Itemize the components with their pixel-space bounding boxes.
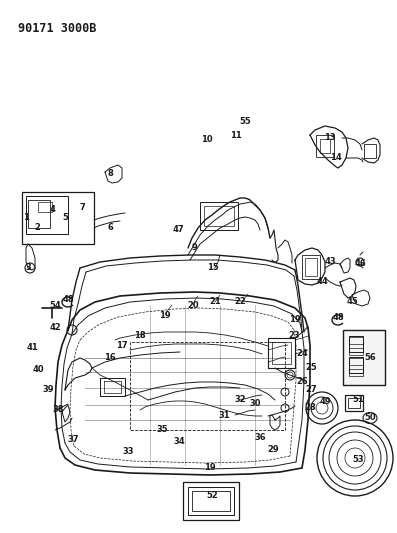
Text: 6: 6 bbox=[107, 223, 113, 232]
Bar bbox=[343, 330, 385, 385]
Text: 27: 27 bbox=[305, 385, 317, 394]
Text: 48: 48 bbox=[332, 313, 344, 322]
Text: 36: 36 bbox=[254, 433, 266, 442]
Text: 51: 51 bbox=[352, 395, 364, 405]
Text: 37: 37 bbox=[67, 435, 79, 445]
Text: 40: 40 bbox=[32, 366, 44, 375]
Bar bbox=[345, 395, 363, 411]
Bar bbox=[22, 192, 94, 244]
Text: 29: 29 bbox=[267, 446, 279, 455]
Bar bbox=[305, 258, 317, 276]
Bar bbox=[320, 139, 330, 153]
Text: 49: 49 bbox=[319, 398, 331, 407]
Text: 33: 33 bbox=[122, 448, 134, 456]
Text: 13: 13 bbox=[324, 133, 336, 142]
Text: 35: 35 bbox=[156, 425, 168, 434]
Text: 39: 39 bbox=[42, 385, 54, 394]
Text: 19: 19 bbox=[289, 316, 301, 325]
Text: 4: 4 bbox=[49, 206, 55, 214]
Bar bbox=[349, 358, 363, 365]
Bar bbox=[349, 336, 363, 352]
Text: 5: 5 bbox=[62, 214, 68, 222]
Text: 10: 10 bbox=[201, 135, 213, 144]
Bar bbox=[364, 144, 376, 158]
Text: 7: 7 bbox=[79, 203, 85, 212]
Text: 24: 24 bbox=[296, 349, 308, 358]
Text: 25: 25 bbox=[305, 364, 317, 373]
Text: 14: 14 bbox=[330, 154, 342, 163]
Bar bbox=[302, 255, 320, 279]
Bar bbox=[349, 337, 363, 344]
Bar bbox=[26, 196, 68, 234]
Text: 17: 17 bbox=[116, 341, 128, 350]
Text: 16: 16 bbox=[104, 353, 116, 362]
Text: 34: 34 bbox=[173, 438, 185, 447]
Text: 47: 47 bbox=[172, 225, 184, 235]
Text: 52: 52 bbox=[206, 490, 218, 499]
Bar bbox=[28, 200, 50, 228]
Text: 54: 54 bbox=[49, 301, 61, 310]
Text: 38: 38 bbox=[52, 406, 64, 415]
Text: 45: 45 bbox=[346, 297, 358, 306]
Text: 11: 11 bbox=[230, 131, 242, 140]
Text: 32: 32 bbox=[234, 395, 246, 405]
Text: 20: 20 bbox=[187, 301, 199, 310]
Text: 53: 53 bbox=[352, 456, 364, 464]
Text: 50: 50 bbox=[364, 414, 376, 423]
Text: 15: 15 bbox=[207, 263, 219, 272]
Text: 41: 41 bbox=[26, 343, 38, 352]
Text: 90171 3000B: 90171 3000B bbox=[18, 22, 96, 35]
Bar bbox=[204, 206, 234, 226]
Text: 19: 19 bbox=[204, 464, 216, 472]
Text: 48: 48 bbox=[62, 295, 74, 304]
Text: 23: 23 bbox=[288, 330, 300, 340]
Bar bbox=[349, 357, 363, 373]
Bar bbox=[183, 482, 239, 520]
Text: 44: 44 bbox=[316, 278, 328, 287]
Bar bbox=[200, 202, 238, 230]
Text: 8: 8 bbox=[107, 168, 113, 177]
Text: 1: 1 bbox=[23, 214, 29, 222]
Text: 3: 3 bbox=[25, 263, 31, 272]
Bar bbox=[316, 135, 334, 157]
Text: 55: 55 bbox=[239, 117, 251, 126]
Bar bbox=[38, 202, 52, 212]
Text: 2: 2 bbox=[34, 223, 40, 232]
Text: 9: 9 bbox=[192, 244, 198, 253]
Bar bbox=[192, 491, 230, 511]
Bar bbox=[349, 369, 363, 376]
Bar bbox=[349, 348, 363, 355]
Bar bbox=[348, 398, 360, 408]
Text: 43: 43 bbox=[324, 257, 336, 266]
Text: 46: 46 bbox=[354, 259, 366, 268]
Text: 21: 21 bbox=[209, 297, 221, 306]
Text: 31: 31 bbox=[218, 410, 230, 419]
Text: 22: 22 bbox=[234, 297, 246, 306]
Text: 42: 42 bbox=[49, 324, 61, 333]
Text: 56: 56 bbox=[364, 353, 376, 362]
Bar bbox=[188, 487, 234, 515]
Text: 26: 26 bbox=[296, 376, 308, 385]
Text: 19: 19 bbox=[159, 311, 171, 319]
Text: 18: 18 bbox=[134, 330, 146, 340]
Text: 30: 30 bbox=[249, 399, 261, 408]
Text: 28: 28 bbox=[304, 403, 316, 413]
